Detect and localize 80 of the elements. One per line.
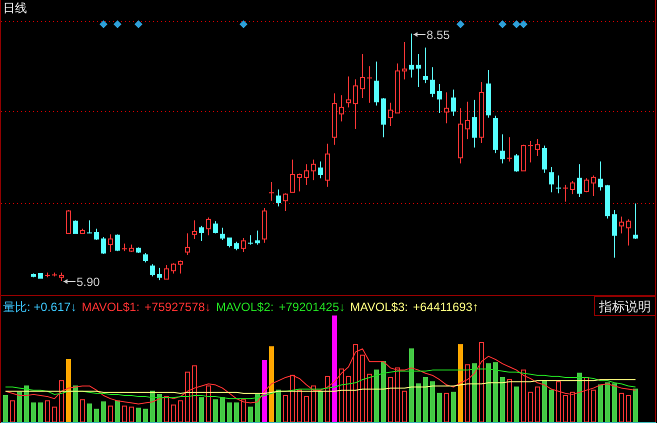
bar xyxy=(24,385,29,422)
bar xyxy=(633,388,638,422)
bar xyxy=(528,392,533,422)
bar xyxy=(129,406,134,422)
bar xyxy=(220,397,225,422)
bar xyxy=(10,400,15,422)
bar xyxy=(52,406,57,422)
bar xyxy=(402,390,407,422)
bar xyxy=(367,374,372,422)
bar xyxy=(213,399,218,422)
bar xyxy=(409,348,414,422)
bar xyxy=(276,390,281,422)
bar xyxy=(388,376,393,422)
bar xyxy=(626,395,631,422)
bar xyxy=(416,383,421,422)
bar xyxy=(17,392,22,422)
bar xyxy=(80,399,85,422)
bar xyxy=(157,394,162,422)
bar xyxy=(108,406,113,422)
bar xyxy=(3,395,8,422)
bar xyxy=(171,404,176,422)
bar xyxy=(66,358,71,422)
bar xyxy=(122,406,127,422)
bar xyxy=(514,386,519,422)
bar xyxy=(45,400,50,422)
text: +79201425↓ xyxy=(278,300,346,314)
bar xyxy=(451,392,456,422)
bar xyxy=(227,402,232,422)
bar xyxy=(73,385,78,422)
bar xyxy=(199,397,204,422)
bar xyxy=(458,344,463,422)
button: 指标说明 xyxy=(594,296,656,316)
text: MAVOL$2: xyxy=(216,300,274,314)
bar xyxy=(332,316,337,422)
text: +75927578↓ xyxy=(144,300,211,314)
bar xyxy=(283,395,288,422)
bar xyxy=(549,390,554,422)
bar xyxy=(430,381,435,422)
bar xyxy=(115,400,120,422)
bar xyxy=(598,384,603,422)
text: MAVOL$3: xyxy=(350,300,408,314)
bar xyxy=(493,362,498,422)
bar xyxy=(346,376,351,422)
annotation: 8.55 xyxy=(426,28,450,42)
bar xyxy=(605,382,610,422)
bar xyxy=(472,363,477,422)
bar xyxy=(178,400,183,422)
bar xyxy=(374,370,379,422)
bar xyxy=(437,392,442,422)
bar xyxy=(143,408,148,422)
bar xyxy=(262,360,267,422)
bar xyxy=(444,392,449,422)
bar xyxy=(381,361,386,422)
bar xyxy=(577,372,582,422)
text: MAVOL$1: xyxy=(82,300,140,314)
bar xyxy=(542,380,547,422)
bar xyxy=(612,383,617,422)
bar xyxy=(248,406,253,422)
bar xyxy=(507,379,512,422)
bar xyxy=(94,408,99,422)
bar xyxy=(87,403,92,422)
bar xyxy=(255,394,260,422)
bar xyxy=(619,392,624,422)
bar xyxy=(38,402,43,422)
bar xyxy=(423,376,428,422)
bar xyxy=(500,376,505,422)
bar xyxy=(136,408,141,422)
annotation: 5.90 xyxy=(76,275,100,289)
bar xyxy=(297,390,302,422)
bar xyxy=(101,401,106,422)
bar xyxy=(318,390,323,422)
text: 量比: +0.617↓ xyxy=(3,300,77,314)
bar xyxy=(304,396,309,422)
bar xyxy=(31,402,36,422)
bar xyxy=(535,386,540,422)
text: +64411693↑ xyxy=(412,300,478,314)
bar xyxy=(269,346,274,422)
chart-title: 日线 xyxy=(3,1,27,15)
bar xyxy=(486,363,491,422)
bar xyxy=(234,402,239,422)
